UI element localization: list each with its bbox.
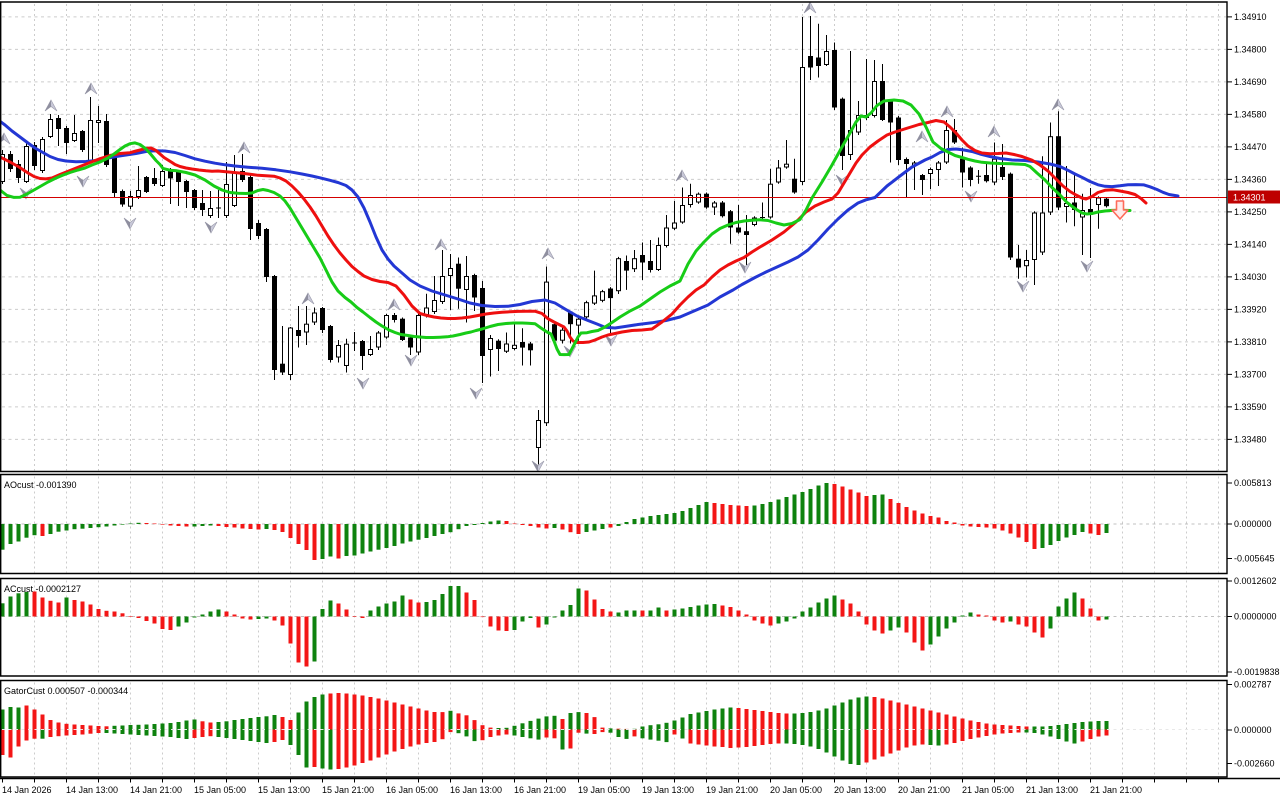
svg-text:19 Jan 21:00: 19 Jan 21:00: [706, 785, 758, 795]
svg-text:1.34250: 1.34250: [1234, 207, 1267, 217]
svg-text:1.34690: 1.34690: [1234, 77, 1267, 87]
svg-text:1.33700: 1.33700: [1234, 370, 1267, 380]
svg-text:20 Jan 13:00: 20 Jan 13:00: [834, 785, 886, 795]
svg-text:19 Jan 13:00: 19 Jan 13:00: [642, 785, 694, 795]
svg-text:14 Jan 13:00: 14 Jan 13:00: [66, 785, 118, 795]
svg-text:1.34140: 1.34140: [1234, 240, 1267, 250]
svg-text:1.34470: 1.34470: [1234, 142, 1267, 152]
svg-text:1.33590: 1.33590: [1234, 402, 1267, 412]
svg-text:0.0000000: 0.0000000: [1234, 612, 1277, 622]
svg-text:14 Jan 21:00: 14 Jan 21:00: [130, 785, 182, 795]
svg-text:21 Jan 05:00: 21 Jan 05:00: [962, 785, 1014, 795]
svg-text:15 Jan 13:00: 15 Jan 13:00: [258, 785, 310, 795]
svg-text:16 Jan 13:00: 16 Jan 13:00: [450, 785, 502, 795]
svg-text:1.33810: 1.33810: [1234, 337, 1267, 347]
svg-text:-0.005645: -0.005645: [1234, 554, 1275, 564]
svg-text:ACcust -0.0002127: ACcust -0.0002127: [4, 584, 81, 594]
svg-text:16 Jan 21:00: 16 Jan 21:00: [514, 785, 566, 795]
svg-text:1.34030: 1.34030: [1234, 272, 1267, 282]
svg-text:19 Jan 05:00: 19 Jan 05:00: [578, 785, 630, 795]
svg-text:1.34301: 1.34301: [1233, 192, 1266, 202]
svg-text:0.000000: 0.000000: [1234, 519, 1272, 529]
svg-text:16 Jan 05:00: 16 Jan 05:00: [386, 785, 438, 795]
svg-text:14 Jan 2026: 14 Jan 2026: [2, 785, 52, 795]
svg-text:0.0012602: 0.0012602: [1234, 576, 1277, 586]
svg-text:1.34800: 1.34800: [1234, 45, 1267, 55]
svg-text:GatorCust 0.000507 -0.000344: GatorCust 0.000507 -0.000344: [4, 686, 128, 696]
svg-text:-0.0019838: -0.0019838: [1234, 667, 1280, 677]
svg-text:0.000000: 0.000000: [1234, 725, 1272, 735]
svg-text:15 Jan 21:00: 15 Jan 21:00: [322, 785, 374, 795]
svg-text:1.34580: 1.34580: [1234, 110, 1267, 120]
svg-text:1.33920: 1.33920: [1234, 305, 1267, 315]
svg-text:0.005813: 0.005813: [1234, 478, 1272, 488]
svg-text:20 Jan 05:00: 20 Jan 05:00: [770, 785, 822, 795]
svg-text:-0.002660: -0.002660: [1234, 759, 1275, 769]
svg-text:15 Jan 05:00: 15 Jan 05:00: [194, 785, 246, 795]
svg-text:0.002787: 0.002787: [1234, 680, 1272, 690]
svg-text:1.34910: 1.34910: [1234, 12, 1267, 22]
svg-text:1.33480: 1.33480: [1234, 435, 1267, 445]
svg-text:AOcust -0.001390: AOcust -0.001390: [4, 480, 77, 490]
svg-text:1.34360: 1.34360: [1234, 175, 1267, 185]
svg-text:21 Jan 21:00: 21 Jan 21:00: [1090, 785, 1142, 795]
svg-text:21 Jan 13:00: 21 Jan 13:00: [1026, 785, 1078, 795]
svg-text:20 Jan 21:00: 20 Jan 21:00: [898, 785, 950, 795]
